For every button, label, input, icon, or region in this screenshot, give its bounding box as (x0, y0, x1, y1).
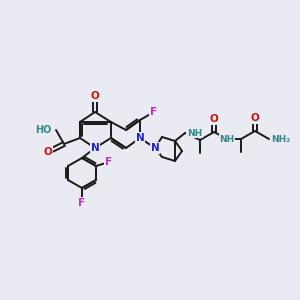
Text: N: N (151, 143, 159, 153)
Text: O: O (250, 113, 260, 123)
Text: O: O (210, 114, 218, 124)
Text: NH: NH (219, 134, 235, 143)
Text: F: F (78, 198, 85, 208)
Text: F: F (105, 157, 112, 167)
Text: HO: HO (36, 125, 52, 135)
Text: O: O (44, 147, 52, 157)
Text: N: N (136, 133, 144, 143)
Text: O: O (91, 91, 99, 101)
Text: F: F (150, 107, 158, 117)
Text: NH: NH (187, 128, 202, 137)
Text: NH₂: NH₂ (271, 134, 290, 143)
Text: N: N (91, 143, 99, 153)
